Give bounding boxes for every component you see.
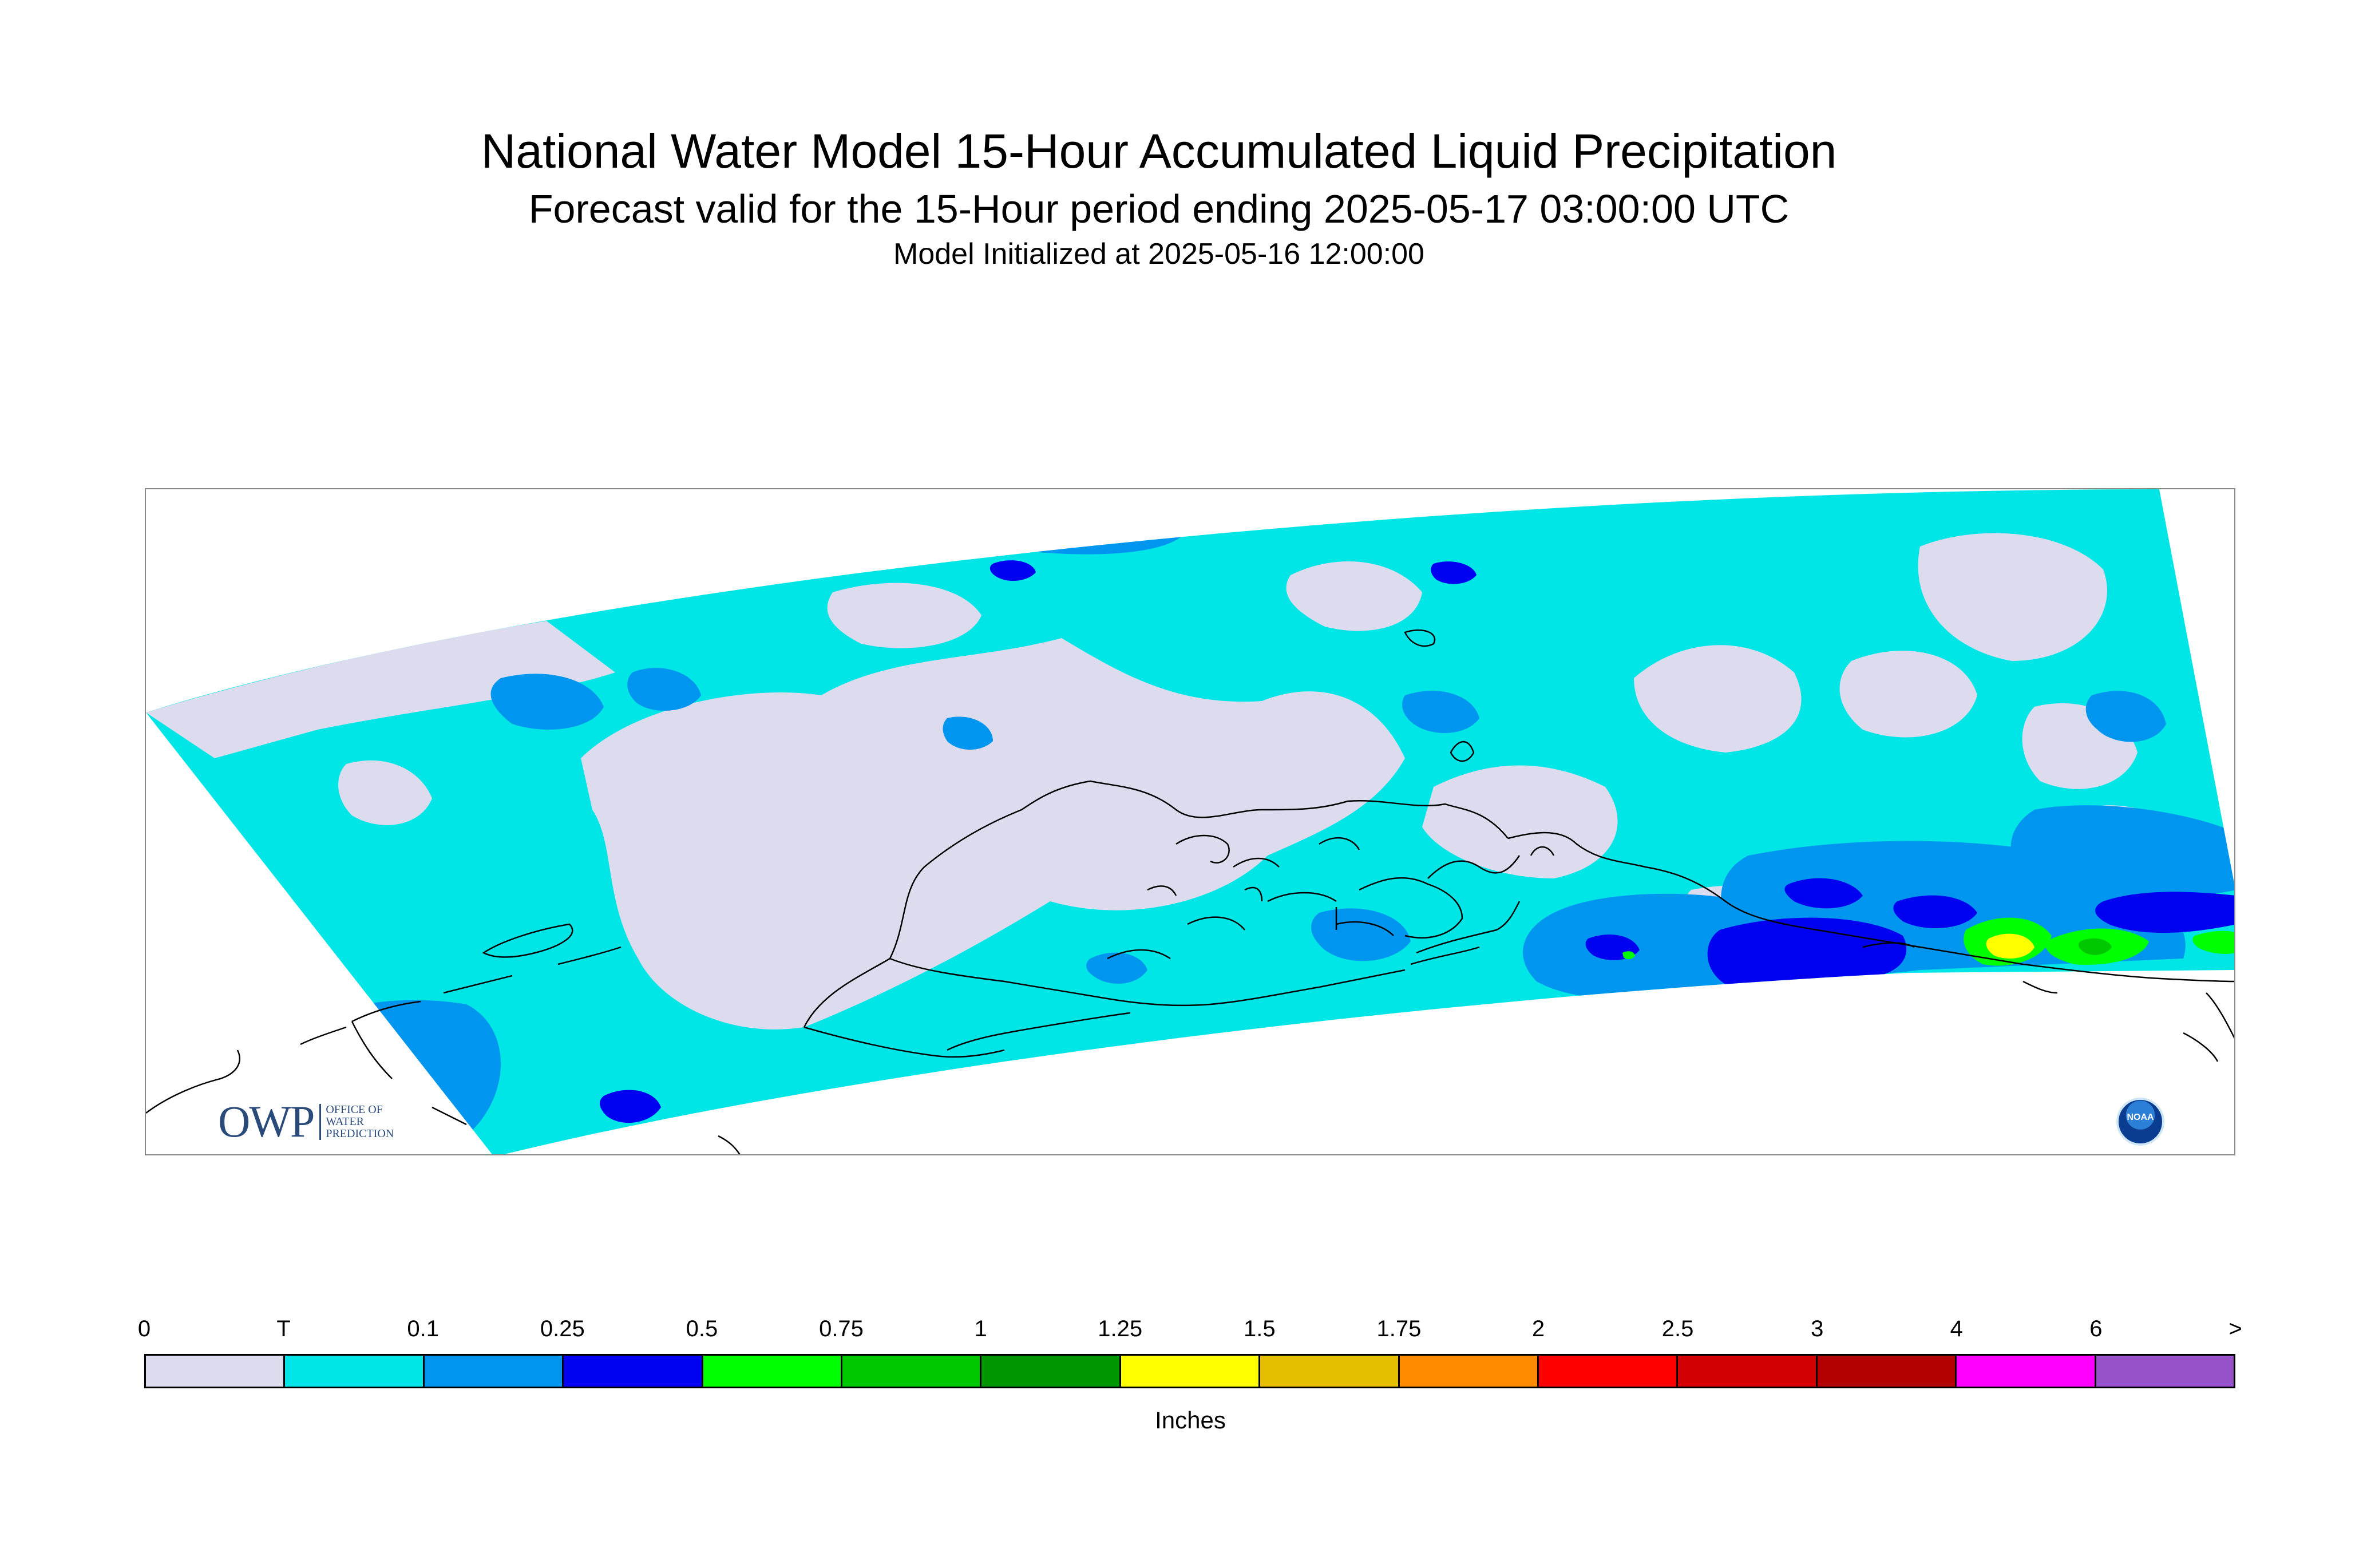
legend-swatch (285, 1356, 425, 1387)
owp-logo: OWP OFFICE OF WATER PREDICTION (218, 1096, 423, 1146)
legend-label: > (2228, 1316, 2242, 1341)
legend-swatch (1121, 1356, 1261, 1387)
map-subtitle: Forecast valid for the 15-Hour period en… (528, 187, 1790, 231)
heavy-precip-areas (1622, 917, 2234, 966)
legend-labels: 0 T 0.1 0.25 0.5 0.75 1 1.25 1.5 1.75 2 2.5 3 4 6 > (0, 1316, 2375, 1351)
legend-label: 4 (1950, 1316, 1963, 1341)
owp-logo-text: OFFICE OF WATER PREDICTION (319, 1103, 423, 1140)
model-init-text: Model Initialized at 2025-05-16 12:00:00 (893, 237, 1424, 271)
legend-label: 2 (1531, 1316, 1545, 1341)
legend-swatch (1817, 1356, 1957, 1387)
legend-swatch (1539, 1356, 1679, 1387)
legend-label: 0.25 (540, 1316, 585, 1341)
legend-label: 6 (2089, 1316, 2103, 1341)
legend-swatch (564, 1356, 703, 1387)
legend-label: 3 (1811, 1316, 1824, 1341)
legend-label: 2.5 (1661, 1316, 1694, 1341)
legend-swatch (842, 1356, 982, 1387)
legend-swatch (2096, 1356, 2234, 1387)
legend-unit-label: Inches (1155, 1407, 1226, 1434)
legend-label: 1.75 (1376, 1316, 1422, 1341)
map-title: National Water Model 15-Hour Accumulated… (481, 124, 1837, 178)
noaa-logo: NOAA (2116, 1098, 2164, 1146)
legend-label: 1 (974, 1316, 987, 1341)
legend-label: 1.25 (1098, 1316, 1143, 1341)
legend-color-bar (144, 1354, 2235, 1388)
legend-swatch (981, 1356, 1121, 1387)
owp-logo-mark: OWP (218, 1096, 315, 1146)
legend-label: 0.75 (819, 1316, 864, 1341)
legend-swatch (1399, 1356, 1539, 1387)
coastlines (146, 629, 2234, 1154)
legend-swatch (146, 1356, 286, 1387)
legend-swatch (1678, 1356, 1818, 1387)
legend-label: 0.5 (686, 1316, 718, 1341)
legend-swatch (424, 1356, 564, 1387)
legend-label: T (276, 1316, 291, 1341)
legend-unit: Inches (0, 1407, 2375, 1434)
noaa-logo-text: NOAA (2127, 1112, 2154, 1122)
legend-swatch (703, 1356, 843, 1387)
map-canvas (146, 489, 2234, 1154)
legend-label: 0.1 (407, 1316, 439, 1341)
legend-label: 0 (137, 1316, 151, 1341)
legend-swatch (1957, 1356, 2096, 1387)
precipitation-map (145, 488, 2235, 1155)
zero-precip-areas (146, 533, 2234, 1030)
legend-swatch (1260, 1356, 1400, 1387)
moderate-precip-areas (600, 560, 2234, 1123)
legend-label: 1.5 (1243, 1316, 1276, 1341)
